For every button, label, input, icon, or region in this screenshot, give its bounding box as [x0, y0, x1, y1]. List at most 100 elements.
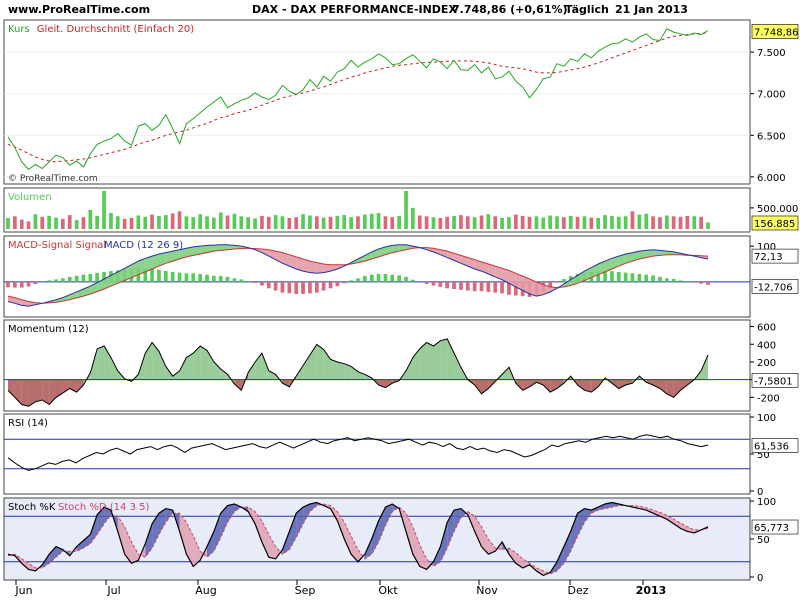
macd-histogram-bar: [74, 275, 79, 282]
volume-bar: [273, 215, 278, 229]
price-line: [7, 28, 709, 171]
stoch-fill: [21, 558, 29, 570]
macd-fill: [227, 244, 235, 250]
ytick-label: 0: [757, 487, 763, 498]
momentum-fill: [673, 379, 681, 398]
stoch-fill: [488, 539, 496, 555]
price-change: 7.748,86 (+0,61%): [452, 3, 568, 16]
macd-last-value: 72,13: [754, 252, 783, 263]
momentum-fill: [110, 357, 118, 380]
volume-bar: [239, 216, 244, 229]
stoch-fill: [268, 534, 276, 559]
macd-fill: [570, 275, 578, 286]
macd-histogram-bar: [61, 278, 65, 282]
volume-bar: [706, 222, 710, 229]
macd-histogram-bar: [383, 274, 388, 282]
volume-bar: [308, 215, 312, 229]
macd-histogram-bar: [164, 271, 168, 282]
legend-label: MACD-Signal Signal: [8, 240, 106, 251]
momentum-fill: [213, 362, 221, 380]
ytick-label: 6.500: [757, 131, 786, 142]
momentum-fill: [186, 353, 194, 380]
volume-bar: [54, 217, 58, 229]
macd-histogram-bar: [424, 281, 429, 284]
macd-histogram-bar: [623, 272, 628, 282]
momentum-fill: [104, 346, 111, 380]
stoch-fill: [90, 514, 98, 544]
signal-line: [7, 247, 709, 304]
volume-bar: [315, 216, 319, 229]
macd-histogram-bar: [184, 273, 189, 282]
macd-fill: [69, 291, 77, 300]
macd-fill: [358, 255, 365, 263]
volume-bar: [630, 211, 635, 229]
macd-fill: [502, 268, 509, 284]
macd-fill: [591, 264, 599, 278]
macd-histogram-bar: [26, 281, 31, 287]
volume-bar: [520, 215, 525, 229]
macd-fill: [474, 259, 482, 272]
panel-frame-rsi: [3, 413, 751, 495]
stoch-fill: [440, 522, 448, 562]
macd-histogram-bar: [88, 274, 93, 282]
volume-bar: [13, 216, 17, 229]
macd-histogram-bar: [363, 276, 367, 282]
volume-bar: [67, 215, 72, 229]
macd-fill: [145, 256, 153, 272]
macd-histogram-bar: [170, 271, 175, 282]
stoch-fill: [666, 515, 674, 524]
stoch-fill: [117, 516, 125, 555]
momentum-fill: [248, 362, 256, 380]
macd-line: [7, 244, 709, 307]
volume-bar: [191, 217, 196, 229]
stoch-fill: [296, 507, 304, 538]
legend-label: Momentum (12): [8, 324, 89, 335]
volume-bar: [685, 215, 690, 229]
momentum-fill: [701, 354, 708, 380]
ytick-label: -200: [757, 393, 780, 404]
volume-bar: [616, 216, 621, 229]
macd-histogram-bar: [678, 280, 683, 282]
macd-histogram-bar: [191, 273, 196, 282]
site-link[interactable]: www.ProRealTime.com: [8, 3, 151, 16]
macd-fill: [385, 245, 393, 255]
volume-bar: [95, 215, 99, 229]
stoch-fill: [536, 567, 544, 576]
stoch-fill: [392, 504, 400, 512]
macd-fill: [165, 251, 173, 264]
macd-histogram-bar: [671, 279, 676, 282]
stoch-fill: [104, 507, 111, 524]
stoch-fill: [660, 512, 667, 520]
macd-fill: [433, 248, 441, 255]
header-bar: www.ProRealTime.com DAX - DAX PERFORMANC…: [0, 0, 800, 20]
momentum-fill: [660, 379, 667, 394]
momentum-fill: [440, 338, 448, 380]
volume-bar: [170, 213, 175, 229]
momentum-fill: [543, 379, 551, 393]
legend-label: RSI (14): [8, 418, 48, 429]
stoch-fill: [371, 520, 379, 555]
macd-fill: [159, 252, 166, 267]
macd-histogram-bar: [692, 281, 697, 283]
volume-bar: [527, 216, 532, 229]
momentum-fill: [42, 379, 50, 405]
xtick-label-Aug: Aug: [195, 584, 216, 597]
momentum-fill: [557, 379, 564, 389]
xtick-label-Dez: Dez: [567, 584, 588, 597]
volume-bar: [122, 218, 127, 229]
volume-bar: [596, 218, 600, 229]
macd-histogram-bar: [452, 281, 456, 289]
macd-histogram-bar: [280, 281, 285, 293]
volume-bar: [301, 214, 305, 229]
stoch-fill: [337, 511, 345, 539]
macd-histogram-bar: [349, 280, 353, 282]
macd-histogram-bar: [33, 281, 38, 284]
macd-fill: [481, 261, 489, 274]
macd-fill: [399, 244, 406, 252]
volume-bar: [136, 215, 141, 229]
volume-bar: [493, 216, 498, 229]
macd-histogram-bar: [603, 271, 607, 282]
volume-bar: [548, 215, 552, 229]
panel-frame-price: [3, 19, 751, 185]
volume-bar: [404, 191, 408, 229]
